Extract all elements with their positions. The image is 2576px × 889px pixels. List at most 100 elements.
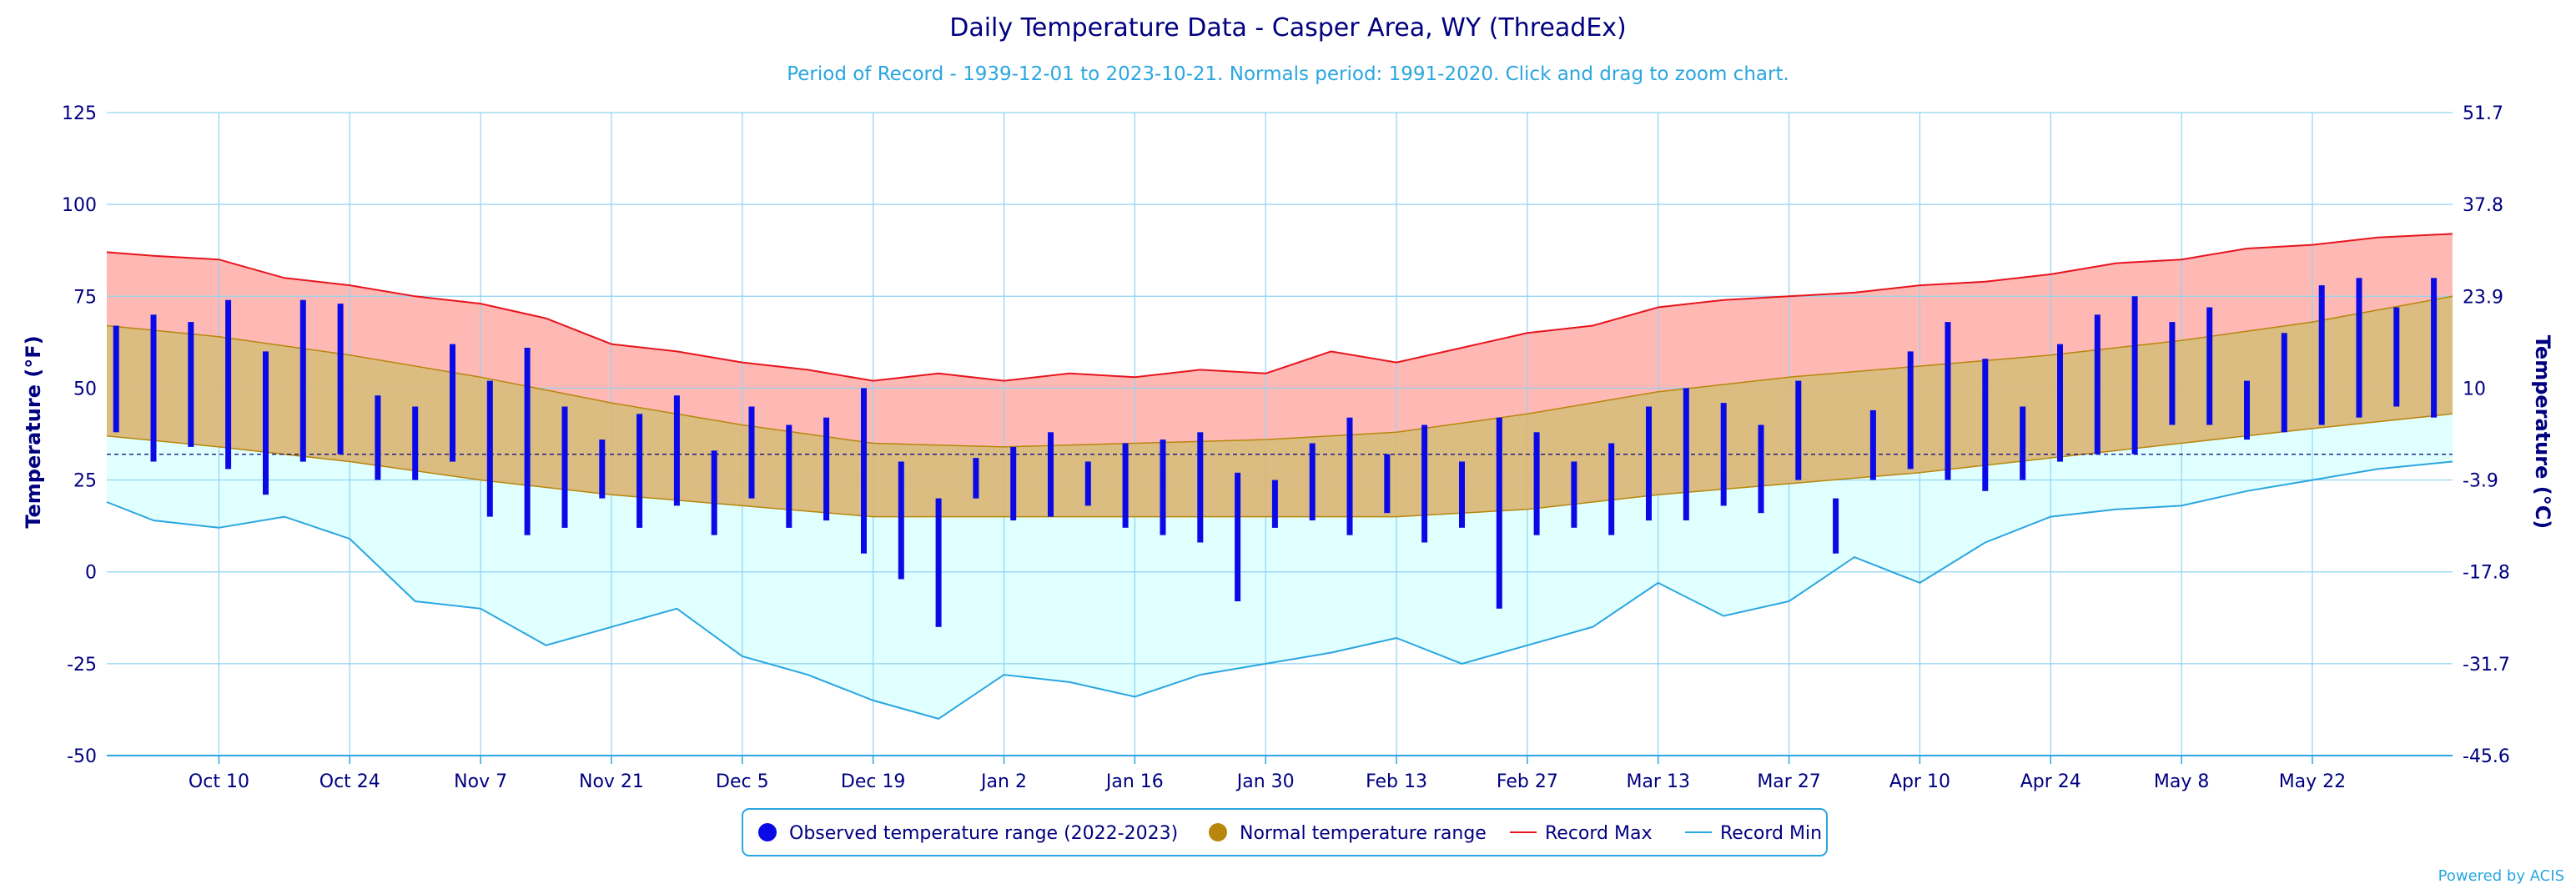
observed-bar-19[interactable] xyxy=(823,417,830,521)
observed-bar-27[interactable] xyxy=(1122,443,1129,528)
normal-high-line xyxy=(106,295,2453,448)
observed-legend-marker xyxy=(758,823,777,841)
observed-bar-11[interactable] xyxy=(524,348,531,535)
observed-bar-21[interactable] xyxy=(898,461,904,580)
x-tick-label: Feb 27 xyxy=(1497,771,1558,792)
observed-bar-44[interactable] xyxy=(1758,424,1764,514)
observed-bar-60[interactable] xyxy=(2356,278,2362,418)
y-tick-label: 100 xyxy=(62,195,97,216)
observed-bar-61[interactable] xyxy=(2393,307,2400,407)
observed-bar-62[interactable] xyxy=(2431,278,2438,418)
observed-bar-32[interactable] xyxy=(1309,443,1316,521)
y-tick-label-right: -31.7 xyxy=(2463,655,2510,676)
observed-bar-39[interactable] xyxy=(1571,461,1577,528)
observed-bar-59[interactable] xyxy=(2318,285,2325,425)
y-tick-label-right: 23.9 xyxy=(2463,287,2503,308)
legend-label-record-max: Record Max xyxy=(1545,823,1653,844)
credit-link[interactable]: Powered by ACIS xyxy=(2438,867,2564,885)
observed-bar-50[interactable] xyxy=(1982,359,1989,491)
normal-range-area xyxy=(107,296,2453,517)
observed-bar-6[interactable] xyxy=(337,304,344,455)
y-tick-label-right: 10 xyxy=(2463,379,2486,399)
observed-bar-37[interactable] xyxy=(1496,417,1502,609)
observed-bar-48[interactable] xyxy=(1907,351,1914,470)
observed-bars xyxy=(113,278,2438,627)
y-axis-title-right: Temperature (°C) xyxy=(2531,335,2554,530)
observed-bar-24[interactable] xyxy=(1010,446,1017,520)
observed-bar-34[interactable] xyxy=(1384,454,1391,514)
observed-bar-3[interactable] xyxy=(225,299,232,470)
record-min-area xyxy=(107,414,2453,719)
y-tick-label-right: 37.8 xyxy=(2463,195,2503,216)
observed-bar-33[interactable] xyxy=(1346,417,1353,535)
x-tick-label: Dec 19 xyxy=(841,771,906,792)
legend[interactable]: Observed temperature range (2022-2023) N… xyxy=(742,808,1828,856)
observed-bar-54[interactable] xyxy=(2131,296,2138,455)
observed-bar-35[interactable] xyxy=(1421,424,1428,543)
y-tick-label-right: -45.6 xyxy=(2463,746,2510,767)
observed-bar-58[interactable] xyxy=(2281,333,2287,433)
observed-bar-1[interactable] xyxy=(150,314,157,462)
observed-bar-51[interactable] xyxy=(2020,406,2026,480)
observed-bar-2[interactable] xyxy=(188,322,194,447)
observed-bar-8[interactable] xyxy=(412,406,419,480)
legend-item-observed[interactable]: Observed temperature range (2022-2023) xyxy=(758,823,1178,844)
chart-title: Daily Temperature Data - Casper Area, WY… xyxy=(949,13,1627,43)
observed-bar-45[interactable] xyxy=(1795,380,1802,480)
observed-bar-43[interactable] xyxy=(1720,403,1727,506)
observed-bar-30[interactable] xyxy=(1235,472,1241,601)
y-tick-label: 0 xyxy=(85,563,97,584)
y-tick-label: 75 xyxy=(73,287,97,308)
observed-bar-17[interactable] xyxy=(748,406,755,499)
observed-bar-13[interactable] xyxy=(599,439,606,499)
legend-box xyxy=(742,808,1828,856)
observed-bar-7[interactable] xyxy=(375,395,381,480)
observed-bar-12[interactable] xyxy=(561,406,568,528)
observed-bar-56[interactable] xyxy=(2206,307,2213,425)
legend-item-record-min[interactable]: Record Min xyxy=(1685,823,1822,844)
observed-bar-52[interactable] xyxy=(2057,344,2063,462)
observed-bar-4[interactable] xyxy=(263,351,269,495)
observed-bar-26[interactable] xyxy=(1084,461,1091,506)
observed-bar-53[interactable] xyxy=(2094,314,2101,455)
observed-bar-14[interactable] xyxy=(636,414,643,528)
observed-bar-9[interactable] xyxy=(450,344,455,462)
observed-bar-15[interactable] xyxy=(673,395,680,506)
observed-bar-28[interactable] xyxy=(1160,439,1166,535)
observed-bar-40[interactable] xyxy=(1608,443,1615,535)
x-tick-label: Apr 10 xyxy=(1889,771,1950,792)
x-tick-label: Jan 2 xyxy=(979,771,1027,792)
observed-bar-31[interactable] xyxy=(1271,480,1278,528)
observed-bar-22[interactable] xyxy=(935,498,942,627)
observed-bar-5[interactable] xyxy=(299,299,306,462)
observed-bar-36[interactable] xyxy=(1459,461,1465,528)
observed-bar-42[interactable] xyxy=(1683,388,1689,520)
observed-bar-0[interactable] xyxy=(113,325,119,433)
legend-item-record-max[interactable]: Record Max xyxy=(1510,823,1653,844)
legend-label-normal: Normal temperature range xyxy=(1240,823,1487,844)
legend-label-observed: Observed temperature range (2022-2023) xyxy=(789,823,1178,844)
legend-item-normal[interactable]: Normal temperature range xyxy=(1209,823,1487,844)
observed-bar-49[interactable] xyxy=(1945,322,1951,480)
observed-bar-41[interactable] xyxy=(1646,406,1652,521)
observed-bar-18[interactable] xyxy=(786,424,792,528)
x-tick-label: Oct 10 xyxy=(189,771,249,792)
observed-bar-38[interactable] xyxy=(1533,432,1540,535)
x-tick-label: Feb 13 xyxy=(1366,771,1427,792)
observed-bar-20[interactable] xyxy=(861,388,867,554)
normal-legend-marker xyxy=(1209,823,1227,841)
x-tick-label: Oct 24 xyxy=(319,771,380,792)
observed-bar-46[interactable] xyxy=(1833,498,1839,554)
observed-bar-10[interactable] xyxy=(486,380,493,517)
plot-area[interactable] xyxy=(106,112,2453,756)
observed-bar-23[interactable] xyxy=(973,458,979,499)
observed-bar-29[interactable] xyxy=(1197,432,1204,543)
legend-label-record-min: Record Min xyxy=(1720,823,1822,844)
x-tick-label: Mar 27 xyxy=(1757,771,1821,792)
observed-bar-25[interactable] xyxy=(1048,432,1054,517)
observed-bar-57[interactable] xyxy=(2244,380,2250,440)
observed-bar-16[interactable] xyxy=(711,450,717,535)
observed-bar-55[interactable] xyxy=(2169,322,2176,425)
observed-bar-47[interactable] xyxy=(1869,409,1876,480)
